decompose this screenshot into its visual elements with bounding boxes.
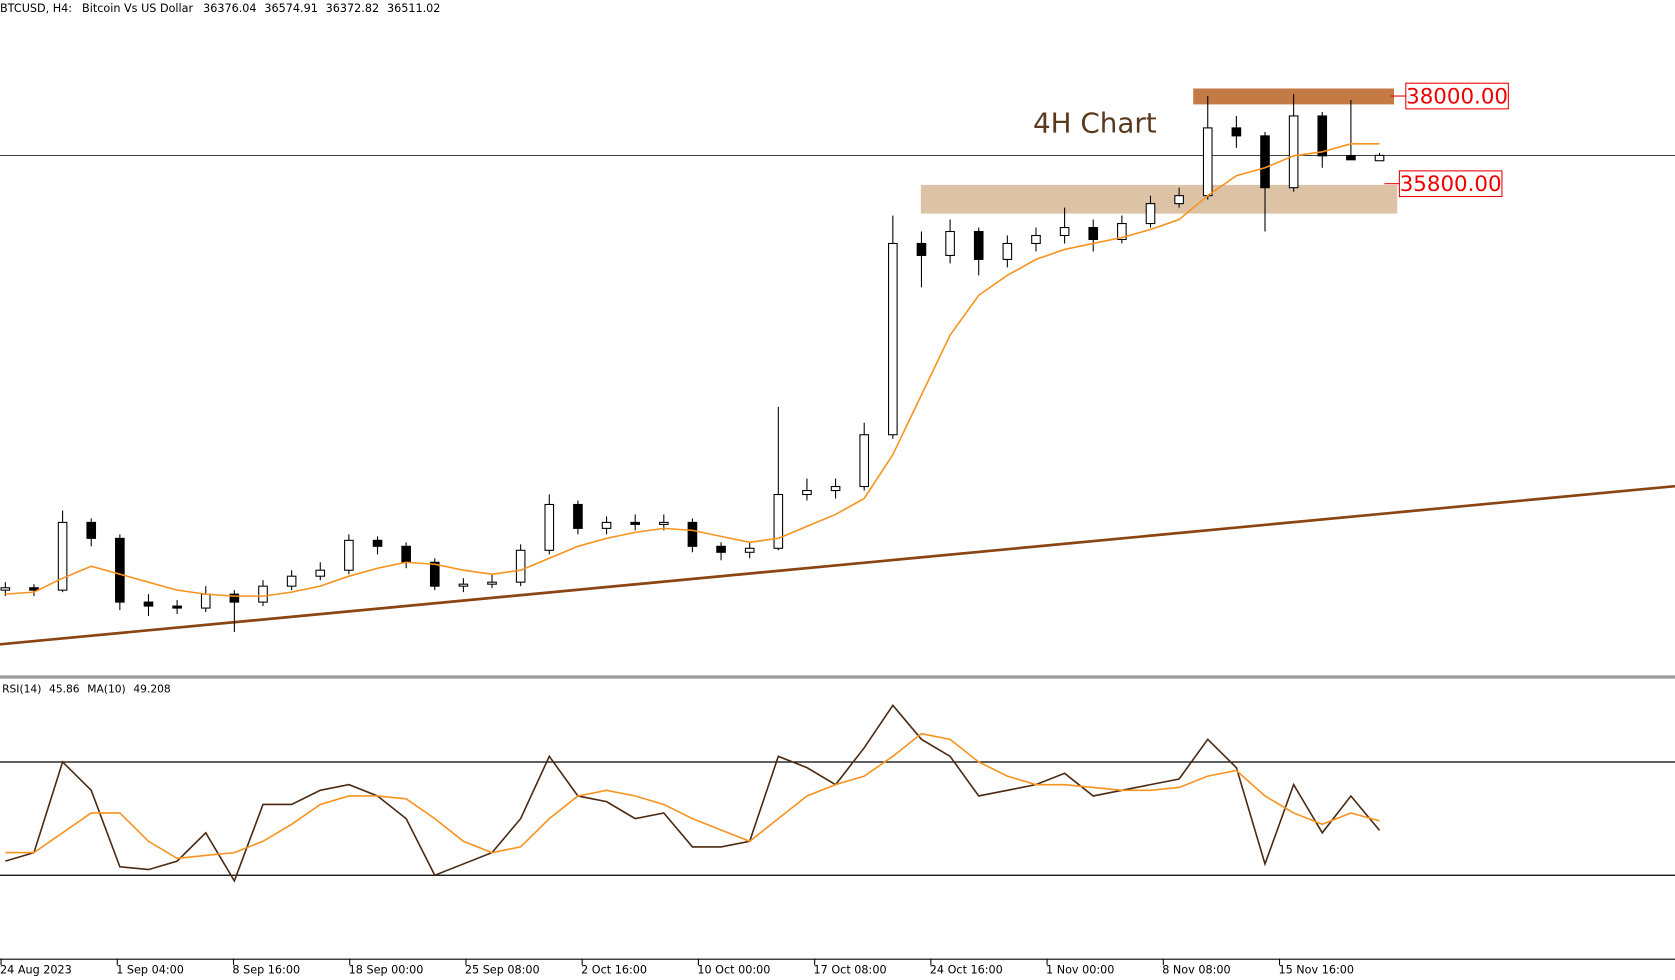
- candle-body: [1288, 115, 1299, 189]
- price-label: 38000.00: [1406, 85, 1508, 110]
- close: 36511.02: [387, 2, 440, 15]
- candle-body: [888, 242, 898, 436]
- candle-body: [573, 503, 583, 529]
- candle-body: [401, 545, 411, 563]
- candle-body: [1202, 127, 1213, 197]
- candle-body: [143, 601, 154, 607]
- candle-body: [716, 545, 726, 553]
- candle-body: [744, 547, 755, 553]
- candle-body: [773, 493, 784, 549]
- x-tick-label: 25 Sep 08:00: [465, 964, 540, 977]
- trendline: [0, 484, 1675, 646]
- rsi-ma-line: [5, 732, 1380, 860]
- candle-body: [372, 539, 383, 547]
- candle-body: [515, 549, 526, 583]
- low: 36372.82: [326, 2, 379, 15]
- candle-body: [0, 587, 11, 591]
- candle-body: [315, 569, 326, 577]
- x-tick-label: 24 Oct 16:00: [930, 964, 1003, 977]
- candle-body: [1374, 154, 1385, 162]
- candle-body: [286, 575, 297, 587]
- candle-body: [1174, 195, 1184, 205]
- candle-body: [630, 521, 640, 525]
- symbol-name: Bitcoin Vs US Dollar: [82, 2, 193, 15]
- candle-body: [429, 561, 440, 587]
- label-box: [1405, 82, 1509, 110]
- x-tick-label: 17 Oct 08:00: [814, 964, 887, 977]
- candle-body: [57, 521, 68, 591]
- x-tick-label: 18 Sep 00:00: [349, 964, 424, 977]
- candle-body: [1145, 203, 1156, 225]
- x-tick-label: 2 Oct 16:00: [581, 964, 647, 977]
- candle-body: [1260, 135, 1270, 189]
- header: BTCUSD, H4: Bitcoin Vs US Dollar 36376.0…: [0, 2, 440, 15]
- rsi-label: RSI(14): [2, 683, 41, 696]
- price-zone: [920, 184, 1398, 214]
- high: 36574.91: [264, 2, 317, 15]
- symbol: BTCUSD, H4:: [0, 2, 72, 15]
- x-tick-label: 15 Nov 16:00: [1278, 964, 1354, 977]
- candle-body: [544, 503, 555, 551]
- candle-body: [1117, 223, 1127, 241]
- x-tick-label: 8 Nov 08:00: [1162, 964, 1230, 977]
- candle-body: [658, 521, 669, 525]
- candle-body: [1346, 155, 1356, 161]
- rsi-value: 45.86: [49, 683, 80, 696]
- candle-body: [859, 434, 870, 488]
- candle-body: [458, 583, 469, 587]
- candle-body: [200, 593, 211, 609]
- x-tick-label: 1 Nov 00:00: [1046, 964, 1114, 977]
- candle-body: [1059, 226, 1070, 237]
- rsi-ma-label: MA(10): [87, 683, 125, 696]
- annotation: 4H Chart: [1033, 107, 1157, 140]
- candle-body: [172, 605, 182, 609]
- x-tick-label: 10 Oct 00:00: [697, 964, 770, 977]
- candle-body: [916, 242, 927, 256]
- candle-body: [601, 521, 612, 529]
- candle-body: [1002, 242, 1013, 260]
- candle-body: [1317, 115, 1328, 157]
- candle-body: [830, 486, 841, 492]
- price-label: 35800.00: [1400, 172, 1502, 197]
- candle-body: [1088, 226, 1099, 241]
- rsi-ma-value: 49.208: [133, 683, 171, 696]
- label-box: [1398, 170, 1503, 198]
- candle-body: [945, 230, 955, 256]
- candle-body: [258, 585, 268, 603]
- candle-body: [1231, 127, 1242, 137]
- x-tick-label: 1 Sep 04:00: [116, 964, 184, 977]
- x-tick-label: 24 Aug 2023: [0, 964, 72, 977]
- candle-body: [229, 593, 240, 603]
- x-tick-label: 8 Sep 16:00: [232, 964, 300, 977]
- candle-body: [29, 587, 39, 591]
- rsi-line: [5, 704, 1381, 883]
- candle-body: [1031, 234, 1041, 245]
- candle-body: [687, 521, 698, 547]
- rsi-header: RSI(14) 45.86 MA(10) 49.208: [2, 683, 171, 696]
- moving-average: [5, 143, 1380, 597]
- candle-body: [344, 539, 354, 571]
- candle-body: [802, 489, 812, 496]
- candle-body: [973, 230, 984, 260]
- candle-body: [86, 521, 97, 539]
- candle-body: [115, 537, 125, 603]
- open: 36376.04: [203, 2, 256, 15]
- candle-body: [487, 581, 497, 585]
